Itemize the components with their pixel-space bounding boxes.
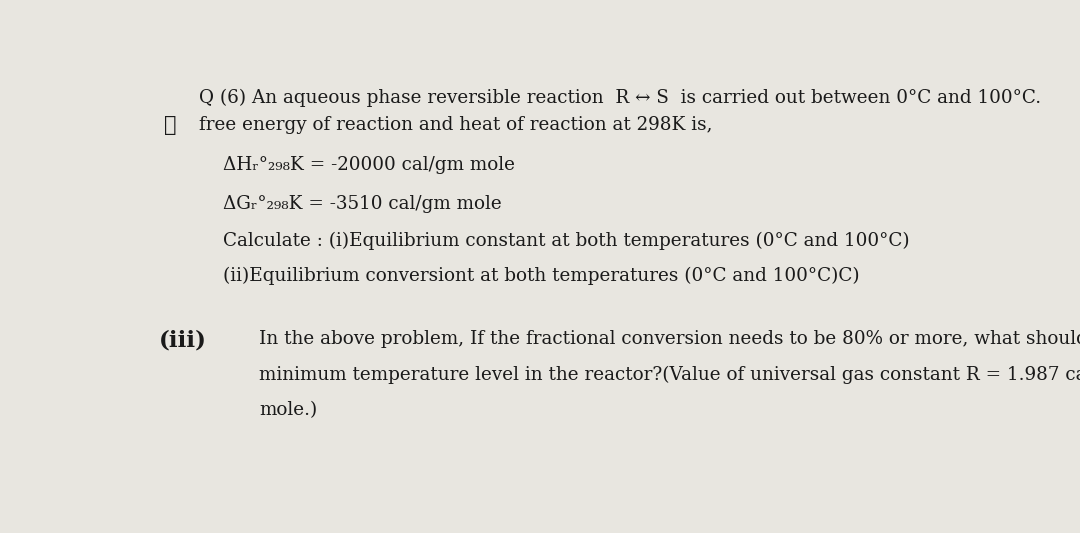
Text: (iii): (iii) <box>159 330 206 352</box>
Text: free energy of reaction and heat of reaction at 298K is,: free energy of reaction and heat of reac… <box>200 117 713 134</box>
Text: Calculate : (i)Equilibrium constant at both temperatures (0°C and 100°C): Calculate : (i)Equilibrium constant at b… <box>222 232 909 251</box>
Text: minimum temperature level in the reactor?(Value of universal gas constant R = 1.: minimum temperature level in the reactor… <box>259 366 1080 384</box>
Text: Q (6) An aqueous phase reversible reaction  R ↔ S  is carried out between 0°C an: Q (6) An aqueous phase reversible reacti… <box>200 88 1041 107</box>
Text: ✓: ✓ <box>164 117 176 135</box>
Text: mole.): mole.) <box>259 401 318 419</box>
Text: In the above problem, If the fractional conversion needs to be 80% or more, what: In the above problem, If the fractional … <box>259 330 1080 348</box>
Text: (ii)Equilibrium conversiont at both temperatures (0°C and 100°C)C): (ii)Equilibrium conversiont at both temp… <box>222 267 860 285</box>
Text: ΔGᵣ°₂₉₈K = -3510 cal/gm mole: ΔGᵣ°₂₉₈K = -3510 cal/gm mole <box>222 195 501 213</box>
Text: ΔHᵣ°₂₉₈K = -20000 cal/gm mole: ΔHᵣ°₂₉₈K = -20000 cal/gm mole <box>222 156 515 174</box>
